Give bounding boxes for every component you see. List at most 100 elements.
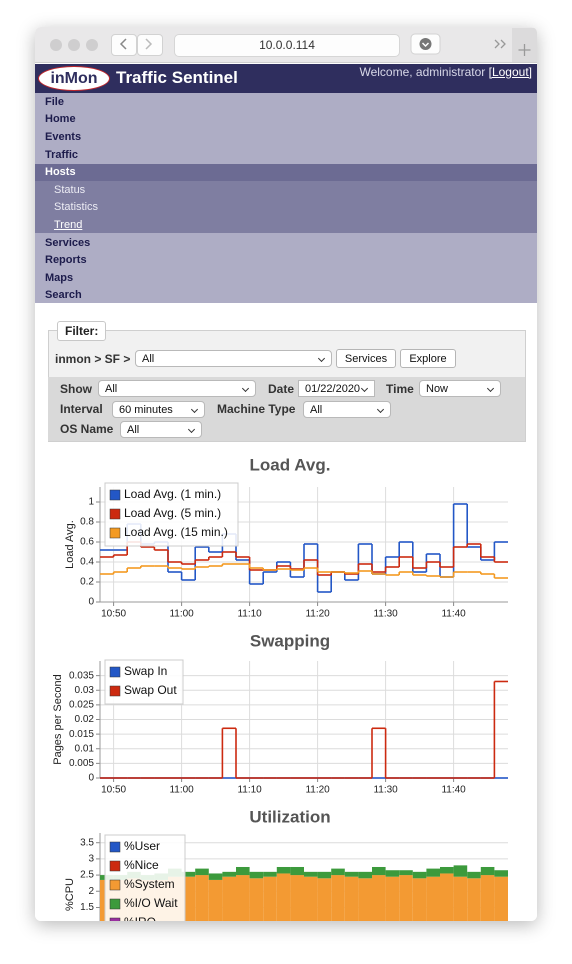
x-tick-label: 11:00: [169, 785, 194, 796]
legend-swatch: [109, 685, 121, 697]
bar-segment: [263, 871, 277, 877]
time-select[interactable]: Now: [419, 380, 501, 397]
close-button[interactable]: [50, 39, 62, 51]
y-tick-label: 0.2: [80, 577, 94, 588]
date-input[interactable]: 01/22/2020: [298, 380, 375, 397]
bar-segment: [304, 876, 318, 921]
scope-select[interactable]: All: [135, 350, 332, 367]
bar-segment: [331, 868, 345, 876]
bar-segment: [290, 954, 304, 956]
legend-label: Load Avg. (15 min.): [124, 525, 228, 539]
minimize-button[interactable]: [68, 39, 80, 51]
bar-segment: [399, 870, 413, 876]
x-tick-label: 11:10: [237, 609, 262, 620]
nav-item[interactable]: Events: [45, 131, 82, 143]
toolbar-icons: [119, 28, 537, 62]
bar-segment: [426, 868, 440, 877]
interval-select[interactable]: 60 minutes: [112, 401, 205, 418]
nav-item[interactable]: Search: [45, 289, 82, 301]
nav-item[interactable]: Maps: [45, 272, 74, 284]
zoom-button[interactable]: [86, 39, 98, 51]
services-button[interactable]: Services: [336, 349, 396, 368]
y-tick-label: 0.02: [75, 714, 95, 725]
bar-segment: [168, 954, 182, 956]
bar-segment: [386, 954, 400, 956]
bar-segment: [494, 954, 508, 956]
legend-swatch: [109, 508, 121, 520]
logo[interactable]: inMon: [38, 66, 110, 91]
legend-label: %User: [124, 839, 160, 853]
nav-item[interactable]: Traffic: [45, 149, 79, 161]
nav-subitem[interactable]: Status: [54, 184, 86, 196]
field-label: Show: [60, 382, 92, 396]
bar-segment: [317, 878, 332, 921]
nav-item[interactable]: Reports: [45, 254, 87, 266]
bar-segment: [480, 875, 495, 921]
bar-segment: [290, 875, 304, 921]
legend-swatch: [109, 879, 121, 891]
address-bar[interactable]: 10.0.0.114: [174, 34, 400, 57]
more-icon[interactable]: [494, 39, 500, 49]
x-tick-label: 11:20: [305, 785, 330, 796]
back-button[interactable]: [111, 34, 137, 56]
nav-item-active[interactable]: Hosts: [45, 166, 76, 178]
nav-item[interactable]: File: [45, 96, 64, 108]
legend-swatch: [109, 860, 121, 872]
explore-button[interactable]: Explore: [400, 349, 456, 368]
field-label: OS Name: [60, 422, 114, 436]
bar-segment: [358, 878, 372, 921]
bar-segment: [358, 954, 372, 956]
nav-item[interactable]: Home: [45, 113, 76, 125]
field-label: Time: [386, 382, 414, 396]
y-tick-label: 0.4: [80, 557, 94, 568]
x-tick-label: 10:50: [101, 785, 126, 796]
x-tick-label: 11:30: [373, 609, 398, 620]
y-tick-label: 0: [88, 597, 94, 608]
legend-label: %I/O Wait: [124, 896, 178, 910]
y-tick-label: 0: [88, 773, 94, 784]
x-tick-label: 11:00: [169, 609, 194, 620]
legend-label: Load Avg. (5 min.): [124, 506, 221, 520]
bar-segment: [440, 866, 454, 874]
y-tick-label: 2: [88, 886, 94, 897]
bar-segment: [345, 954, 359, 956]
bar-segment: [304, 954, 318, 956]
bar-segment: [209, 954, 223, 956]
x-tick-label: 11:20: [305, 609, 330, 620]
bar-segment: [236, 866, 250, 876]
nav-item[interactable]: Services: [45, 237, 91, 249]
nav-subitem-active[interactable]: Trend: [54, 219, 83, 231]
bar-segment: [467, 871, 481, 879]
bar-segment: [236, 954, 250, 956]
bar-segment: [480, 866, 495, 876]
legend-swatch: [109, 841, 121, 853]
legend-swatch: [109, 898, 121, 910]
y-tick-label: 2.5: [80, 870, 94, 881]
bar-segment: [467, 954, 481, 956]
welcome: Welcome, administrator [Logout]: [359, 65, 532, 79]
machine-type-select[interactable]: All: [303, 401, 391, 418]
welcome-text: Welcome, administrator: [359, 65, 486, 79]
app-header: [35, 64, 537, 93]
logout-link[interactable]: [Logout]: [488, 65, 532, 79]
os-select[interactable]: All: [120, 421, 202, 438]
y-tick-label: 0.6: [80, 537, 94, 548]
bar-segment: [236, 875, 250, 921]
download-arrow: [421, 42, 430, 48]
bar-segment: [263, 876, 277, 921]
forward-icon: [145, 38, 153, 50]
bar-segment: [453, 865, 468, 877]
x-tick-label: 11:40: [441, 609, 466, 620]
show-select[interactable]: All: [98, 380, 256, 397]
bar-segment: [426, 954, 440, 956]
bar-segment: [181, 871, 196, 877]
bar-segment: [208, 873, 223, 880]
nav-subitem[interactable]: Statistics: [54, 201, 99, 213]
bar-segment: [344, 871, 359, 877]
legend-box: [104, 482, 239, 547]
y-tick-label: 0.015: [69, 729, 94, 740]
bar-segment: [372, 954, 386, 956]
